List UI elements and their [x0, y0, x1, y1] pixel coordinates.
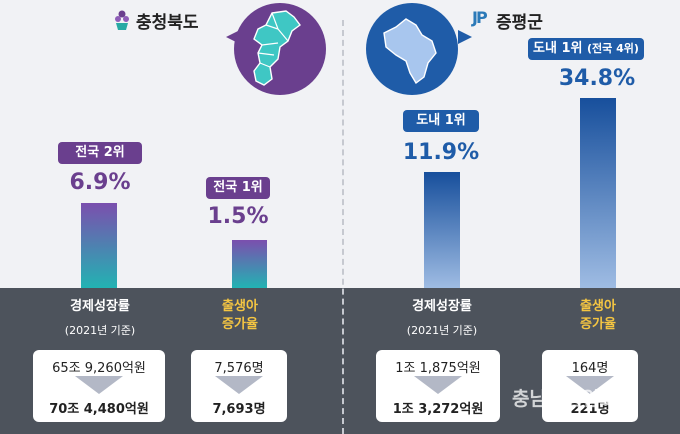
comparison-from: 164명	[571, 361, 609, 376]
down-arrow-icon	[414, 376, 462, 394]
left-growth-value-label: 6.9%	[69, 170, 131, 195]
right-growth-note: (2021년 기준)	[406, 324, 478, 337]
left-birth-bar	[232, 240, 267, 288]
comparison-from: 7,576명	[214, 361, 264, 376]
comparison-to: 1조 3,272억원	[392, 402, 484, 417]
right-birth-rank-badge: 도내 1위 (전국 4위)	[528, 38, 644, 60]
right-growth-category: 경제성장률	[412, 299, 472, 314]
right-birth-bar	[580, 98, 616, 288]
right-birth-category-line1: 출생아	[580, 299, 616, 314]
right-growth-value-label: 11.9%	[402, 140, 480, 165]
down-arrow-icon	[75, 376, 123, 394]
right-growth-rank-badge: 도내 1위	[403, 110, 479, 132]
right-birth-value-label: 34.8%	[558, 66, 636, 91]
left-growth-bar	[81, 203, 117, 288]
right-map-bubble-tail	[458, 30, 472, 44]
jeungpyeong-map-circle	[366, 3, 458, 95]
left-region-title: 충청북도	[136, 13, 199, 33]
left-birth-comparison-box: 7,576명 7,693명	[191, 350, 287, 422]
down-arrow-icon	[566, 376, 614, 394]
watermark: 충남도민일보	[512, 388, 617, 410]
right-birth-rank-label: 도내 1위	[533, 41, 583, 56]
comparison-to: 7,693명	[212, 402, 266, 417]
left-growth-comparison-box: 65조 9,260억원 70조 4,480억원	[33, 350, 165, 422]
right-growth-comparison-box: 1조 1,875억원 1조 3,272억원	[376, 350, 500, 422]
right-growth-bar	[424, 172, 460, 288]
comparison-from: 1조 1,875억원	[395, 361, 481, 376]
right-birth-comparison-box: 164명 221명	[542, 350, 638, 422]
chungbuk-map-circle	[234, 3, 326, 95]
jeungpyeong-logo-icon: JP	[472, 8, 488, 27]
comparison-from: 65조 9,260억원	[52, 361, 146, 376]
left-growth-rank-badge: 전국 2위	[58, 142, 142, 164]
left-birth-rank-badge: 전국 1위	[206, 177, 270, 199]
left-birth-value-label: 1.5%	[207, 204, 269, 229]
chungbuk-map-icon	[253, 10, 301, 86]
left-growth-note: (2021년 기준)	[64, 324, 136, 337]
left-birth-category-line1: 출생아	[222, 299, 258, 314]
right-birth-category-line2: 증가율	[580, 317, 616, 332]
left-growth-category: 경제성장률	[70, 299, 130, 314]
chungbuk-logo-icon	[114, 9, 130, 31]
right-region-title: 증평군	[496, 13, 543, 33]
right-birth-rank-extra: (전국 4위)	[587, 42, 639, 55]
left-birth-category-line2: 증가율	[222, 317, 258, 332]
comparison-to: 70조 4,480억원	[49, 402, 149, 417]
down-arrow-icon	[215, 376, 263, 394]
section-divider	[342, 20, 344, 434]
comparison-to: 221명	[570, 402, 610, 417]
jeungpyeong-map-icon	[383, 18, 437, 85]
